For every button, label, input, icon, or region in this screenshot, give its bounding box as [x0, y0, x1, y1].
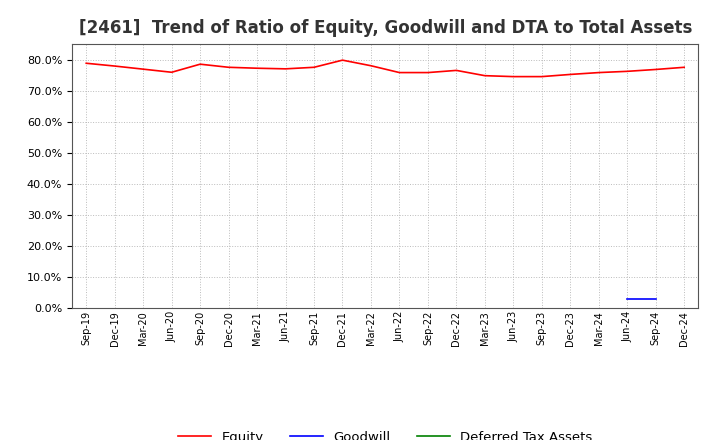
Equity	[167, 70, 176, 75]
Equity	[509, 74, 518, 79]
Equity	[366, 63, 375, 68]
Equity	[82, 61, 91, 66]
Equity	[480, 73, 489, 78]
Equity	[423, 70, 432, 75]
Equity	[680, 65, 688, 70]
Goodwill	[623, 296, 631, 301]
Equity	[253, 66, 261, 71]
Equity	[139, 66, 148, 72]
Equity	[537, 74, 546, 79]
Equity	[452, 68, 461, 73]
Goodwill	[652, 296, 660, 301]
Equity	[623, 69, 631, 74]
Equity	[110, 63, 119, 69]
Line: Equity: Equity	[86, 60, 684, 77]
Legend: Equity, Goodwill, Deferred Tax Assets: Equity, Goodwill, Deferred Tax Assets	[173, 425, 598, 440]
Equity	[652, 67, 660, 72]
Equity	[196, 62, 204, 67]
Equity	[395, 70, 404, 75]
Equity	[310, 65, 318, 70]
Equity	[566, 72, 575, 77]
Equity	[225, 65, 233, 70]
Equity	[338, 58, 347, 63]
Equity	[282, 66, 290, 71]
Equity	[595, 70, 603, 75]
Title: [2461]  Trend of Ratio of Equity, Goodwill and DTA to Total Assets: [2461] Trend of Ratio of Equity, Goodwil…	[78, 19, 692, 37]
